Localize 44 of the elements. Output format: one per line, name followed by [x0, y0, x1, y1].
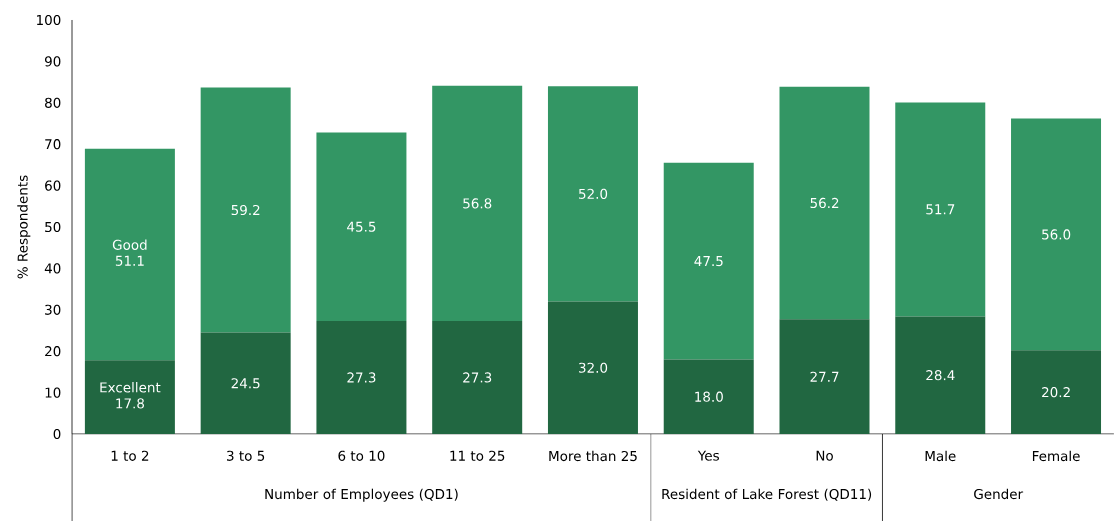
y-tick-label: 30 — [45, 304, 61, 315]
x-tick-label: Male — [925, 450, 956, 462]
data-label: 52.0 — [579, 188, 608, 199]
y-axis-title: % Respondents — [17, 175, 31, 279]
data-label: 59.2 — [231, 204, 260, 216]
text: Gender — [974, 488, 1024, 500]
x-tick-label: More than 25 — [549, 450, 637, 462]
x-tick-label: Yes — [697, 450, 719, 461]
y-tick-label: 0 — [53, 428, 61, 440]
y-tick-label: 40 — [44, 263, 61, 274]
x-tick-label: No — [816, 450, 833, 461]
x-tick-label: 1 to 2 — [111, 450, 149, 461]
text: Resident of Lake Forest (QD11) — [662, 488, 872, 501]
data-label: 47.5 — [694, 256, 723, 267]
x-tick-label: 6 to 10 — [338, 450, 385, 461]
series-label: Excellent — [100, 382, 161, 393]
data-label: 20.2 — [1042, 387, 1070, 398]
data-label: 27.3 — [347, 372, 376, 383]
data-label: 56.8 — [463, 198, 492, 209]
data-label: 27.7 — [810, 371, 839, 382]
y-tick-label: 20 — [45, 346, 61, 357]
data-label: 27.3 — [463, 372, 492, 383]
data-label: 56.2 — [810, 197, 839, 209]
y-tick-label: 90 — [44, 56, 61, 67]
data-label: 24.5 — [231, 378, 260, 389]
text: Number of Employees (QD1) — [265, 488, 458, 502]
data-label: 28.4 — [926, 370, 955, 381]
x-tick-label: Female — [1032, 450, 1080, 462]
data-label: 17.8 — [116, 398, 144, 409]
data-label: 51.1 — [115, 255, 144, 266]
data-label: 32.0 — [579, 362, 608, 373]
data-label: 18.0 — [695, 391, 723, 402]
series-label: Good — [112, 239, 147, 250]
y-tick-label: 60 — [45, 180, 61, 191]
x-tick-label: 3 to 5 — [227, 450, 265, 461]
y-tick-label: 50 — [45, 221, 61, 233]
x-tick-label: 11 to 25 — [450, 450, 505, 461]
y-tick-label: 70 — [45, 139, 61, 150]
data-label: 45.5 — [347, 221, 376, 232]
data-label: 51.7 — [926, 204, 955, 215]
y-tick-label: 100 — [37, 14, 61, 26]
y-tick-label: 10 — [45, 387, 61, 398]
y-tick-label: 80 — [45, 97, 61, 108]
data-label: 56.0 — [1042, 229, 1071, 240]
